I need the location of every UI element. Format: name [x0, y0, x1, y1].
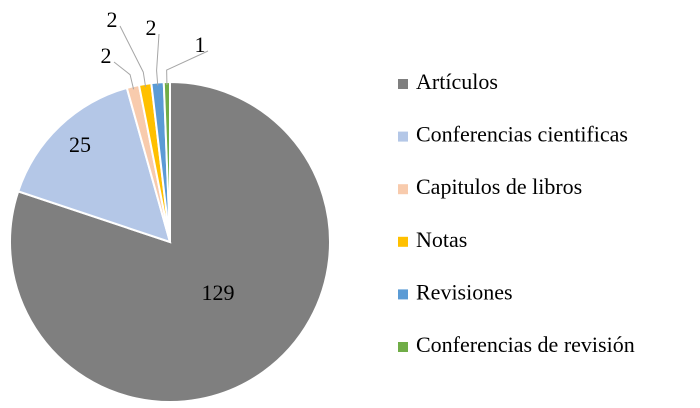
data-label: 2 [101, 43, 112, 68]
legend-label: Conferencias cientificas [416, 122, 628, 147]
legend-swatch [398, 289, 408, 300]
leader-line [119, 25, 147, 87]
legend-label: Capitulos de libros [416, 174, 582, 199]
legend-swatch [398, 342, 408, 352]
legend-label: Conferencias de revisión [416, 332, 635, 357]
legend-label: Revisiones [416, 279, 513, 304]
leader-line [113, 61, 135, 90]
pie-slice [16, 86, 172, 244]
data-label: 2 [107, 7, 118, 32]
leader-line [166, 50, 209, 86]
legend-swatch [398, 184, 408, 195]
legend-swatch [398, 236, 408, 247]
legend-label: Artículos [416, 69, 498, 94]
leader-line [156, 33, 160, 86]
data-label: 1 [195, 32, 206, 57]
legend-label: Notas [416, 227, 467, 252]
data-label: 129 [202, 280, 235, 305]
legend-swatch [398, 79, 408, 89]
legend-swatch [398, 131, 408, 142]
data-label: 25 [69, 132, 91, 157]
data-label: 2 [146, 15, 157, 40]
